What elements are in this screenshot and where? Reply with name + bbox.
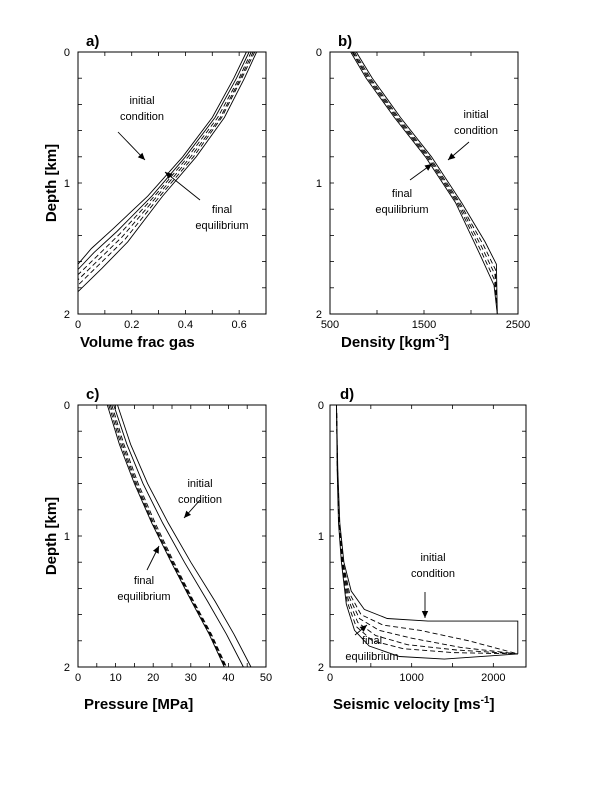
x-tick-label: 10 [109,672,121,684]
tick-marks [329,404,526,668]
annotation-arrowhead [165,172,173,179]
series-line [352,51,498,315]
annotation-text: initial [463,109,488,121]
panel-c: 0 10 20 30 40 50012initialconditionfinalequil… [43,386,272,713]
x-tick-label: 40 [222,672,234,684]
panel-label: d) [340,386,354,403]
x-tick-label: 500 [321,319,339,331]
panel-label: c) [86,386,99,403]
y-tick-label: 0 [64,400,70,412]
annotation-text: equilibrium [375,204,428,216]
series-line [336,404,518,660]
plot-frame [329,404,527,668]
annotation-arrowhead [359,625,367,632]
annotation-text: condition [411,568,455,580]
panel-d: 0 1000 2000 0 1 2 initial condition final equilib… [318,386,527,713]
plot-frame [329,51,519,315]
annotation-text: final [392,188,412,200]
x-tick-label: 0.4 [178,319,193,331]
annotation-arrowhead [424,164,432,171]
series-line [77,51,254,281]
annotation-text: initial [420,552,445,564]
x-axis-label: Volume frac gas [80,334,195,351]
panel-a: 0 0.2 0.4 0.6 0 1 2 initial condition final equili… [43,33,267,351]
x-tick-label: 50 [260,672,272,684]
series-line [336,404,519,654]
plot-frame [77,404,267,668]
x-axis-label: Density [kgm-3] [341,333,449,351]
y-tick-label: 2 [64,662,70,674]
series-line [336,404,518,655]
series-line [350,51,498,315]
annotation-text: final [212,204,232,216]
annotation-text: initial [129,95,154,107]
x-tick-label: 30 [185,672,197,684]
x-tick-label: 1000 [399,672,423,684]
series-line [106,404,225,668]
series-line [355,51,498,315]
tick-marks [77,51,267,315]
tick-marks [329,51,519,315]
annotation-text: equilibrium [117,591,170,603]
annotation-text: initial [187,478,212,490]
panel-b: 500 1500 2500 0 1 2 initial condition final equil… [316,33,530,351]
x-tick-label: 20 [147,672,159,684]
annotation-arrowhead [137,152,145,160]
y-tick-label: 1 [64,178,70,190]
series-line [77,51,252,276]
panel-label: b) [338,33,352,50]
annotation-arrowhead [421,611,429,618]
x-tick-label: 2000 [481,672,505,684]
y-axis-label: Depth [km] [43,144,60,222]
series-line [351,51,498,315]
annotation-text: condition [120,111,164,123]
series-line [113,404,244,668]
panel-label: a) [86,33,99,50]
annotation-text: equilibrium [195,220,248,232]
series-line [111,404,227,668]
x-axis-label: Pressure [MPa] [84,696,193,713]
x-tick-label: 0 [75,319,81,331]
y-axis-label: Depth [km] [43,497,60,575]
x-axis-label: Seismic velocity [ms-1] [333,695,494,713]
annotation-text: final [362,635,382,647]
x-tick-label: 2500 [506,319,530,331]
annotation-arrowhead [448,153,456,160]
y-tick-label: 1 [64,531,70,543]
y-tick-label: 1 [316,178,322,190]
y-tick-label: 2 [316,309,322,321]
series-line [336,404,518,655]
annotation-arrowhead [153,546,159,554]
y-tick-label: 0 [318,400,324,412]
y-tick-label: 0 [64,47,70,59]
series-line [77,51,258,293]
y-tick-label: 2 [64,309,70,321]
tick-marks [77,404,267,668]
annotation-text: equilibrium [345,651,398,663]
annotation-text: final [134,575,154,587]
x-tick-label: 0.6 [231,319,246,331]
series-line [77,51,247,265]
y-tick-label: 1 [318,531,324,543]
x-tick-label: 0.2 [124,319,139,331]
annotation-arrow-line [164,171,201,201]
series-line [354,51,498,315]
x-tick-label: 0 [327,672,333,684]
series-line [77,51,256,286]
series-line [108,404,226,668]
y-tick-label: 0 [316,47,322,59]
annotation-arrowhead [184,510,191,518]
series-line [336,404,518,655]
x-tick-label: 1500 [412,319,436,331]
y-tick-label: 2 [318,662,324,674]
series-line [336,404,518,655]
annotation-text: condition [454,125,498,137]
series-line [109,404,227,668]
x-tick-label: 0 [75,672,81,684]
series-line [117,404,252,668]
